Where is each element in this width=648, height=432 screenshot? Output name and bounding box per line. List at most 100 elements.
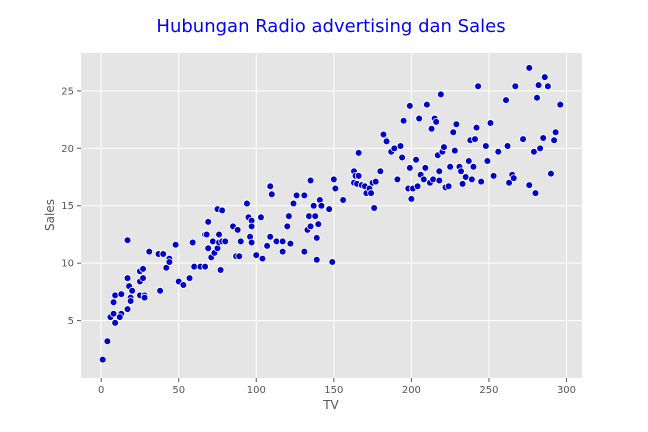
chart-title: Hubungan Radio advertising dan Sales [156, 16, 505, 37]
data-point [140, 293, 149, 302]
data-point [221, 237, 230, 246]
data-point [139, 265, 147, 273]
data-point [502, 96, 510, 104]
data-point [126, 297, 135, 305]
data-point [458, 180, 467, 188]
data-point [233, 226, 242, 234]
data-point [461, 173, 470, 181]
y-tick-label: 20 [61, 144, 74, 155]
data-point [429, 175, 437, 184]
data-point [330, 175, 338, 184]
data-point [117, 290, 126, 298]
x-tick-label: 150 [324, 385, 343, 396]
data-point [339, 196, 347, 204]
data-point [243, 199, 251, 208]
data-point [317, 201, 326, 210]
data-point [115, 313, 124, 321]
data-point [300, 191, 309, 200]
data-point [509, 174, 518, 182]
data-point [486, 119, 495, 127]
data-point [432, 118, 440, 126]
data-point [440, 143, 448, 151]
x-tick-label: 200 [402, 385, 421, 396]
data-point [449, 128, 458, 137]
data-point [525, 181, 534, 189]
data-point [483, 157, 492, 165]
data-point [123, 305, 132, 313]
data-point [312, 255, 321, 264]
data-point [258, 254, 267, 263]
data-point [266, 232, 275, 241]
data-point [218, 206, 226, 215]
data-point [530, 147, 538, 156]
data-point [156, 286, 164, 295]
y-axis-ticks: 5 10 15 20 25 [61, 86, 81, 327]
data-point [550, 136, 558, 145]
data-point [423, 100, 431, 109]
data-point [413, 182, 422, 191]
data-point [306, 222, 315, 231]
data-point [531, 189, 540, 197]
data-point [382, 137, 391, 146]
data-point [396, 142, 405, 150]
data-point [494, 147, 503, 156]
data-point [331, 184, 340, 193]
data-point [235, 252, 244, 261]
y-tick-label: 25 [61, 86, 74, 97]
data-point [551, 128, 560, 137]
y-tick-label: 15 [61, 201, 74, 212]
x-axis-label: TV [322, 398, 339, 412]
data-point [204, 218, 212, 226]
data-point [312, 234, 321, 242]
data-point [188, 238, 197, 247]
data-point [412, 156, 420, 164]
data-point [539, 134, 548, 142]
data-point [202, 230, 211, 239]
data-point [390, 144, 399, 153]
data-point [103, 337, 112, 346]
data-point [204, 244, 212, 253]
data-point [201, 262, 209, 271]
data-point [289, 199, 298, 208]
data-point [482, 142, 490, 150]
y-tick-label: 10 [61, 259, 74, 270]
data-point [266, 182, 275, 191]
data-point [272, 237, 281, 246]
data-point [399, 116, 408, 125]
data-point [311, 212, 320, 220]
data-point [123, 274, 132, 282]
data-point [278, 237, 287, 246]
y-tick-label: 5 [68, 316, 74, 327]
x-tick-label: 100 [247, 385, 266, 396]
data-point [525, 64, 534, 72]
data-point [190, 262, 199, 271]
data-point [171, 240, 180, 249]
x-axis-ticks: 0 50 100 150 200 250 300 [98, 378, 576, 396]
data-point [505, 178, 513, 187]
data-point [354, 172, 363, 180]
data-point [247, 238, 256, 247]
data-point [435, 167, 444, 176]
data-point [285, 212, 293, 220]
data-point [165, 258, 174, 266]
data-point [457, 167, 465, 176]
data-point [98, 355, 107, 364]
data-point [367, 189, 375, 197]
data-point [477, 177, 485, 186]
data-point [159, 250, 168, 258]
data-point [305, 212, 313, 220]
data-point [371, 177, 380, 186]
data-point [519, 135, 527, 143]
data-point [145, 247, 154, 256]
data-point [370, 204, 378, 212]
data-point [540, 73, 549, 81]
data-point [300, 247, 309, 256]
data-point [536, 144, 544, 153]
data-point [309, 201, 318, 210]
data-point [452, 120, 461, 129]
plot-area [81, 53, 582, 378]
x-tick-label: 50 [172, 385, 185, 396]
x-tick-label: 300 [557, 385, 576, 396]
data-point [292, 191, 301, 200]
